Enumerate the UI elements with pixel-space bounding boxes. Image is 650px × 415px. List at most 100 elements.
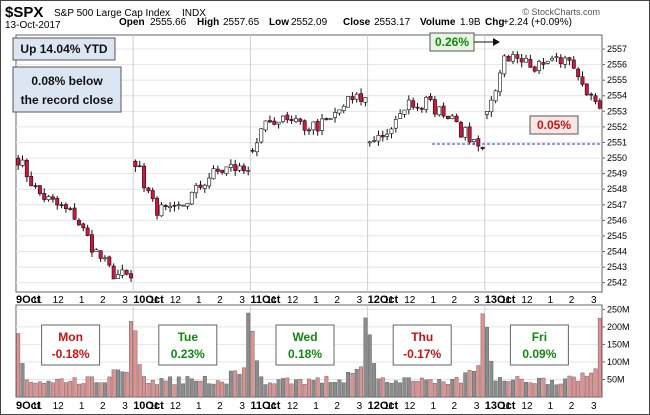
volume-bar-down xyxy=(576,380,581,398)
volume-bar-up xyxy=(176,376,181,398)
candle-up xyxy=(545,60,550,64)
candle-down xyxy=(98,250,103,259)
day-pct: -0.18% xyxy=(52,347,90,361)
time-tick-label: 2 xyxy=(452,401,458,412)
price-tick-label: 2549 xyxy=(607,169,627,179)
volume-bar-down xyxy=(68,381,73,398)
volume-bar-down xyxy=(16,333,21,398)
candle-down xyxy=(567,57,572,61)
candle-up xyxy=(346,96,351,108)
volume-bar-down xyxy=(359,366,364,398)
volume-bar-down xyxy=(584,375,589,398)
candle-down xyxy=(432,99,437,115)
volume-bar-up xyxy=(185,376,190,398)
candle-down xyxy=(441,105,446,117)
volume-bar-down xyxy=(155,384,160,398)
volume-bar-down xyxy=(150,380,155,398)
candle-up xyxy=(281,115,285,122)
volume-bar-up xyxy=(537,377,541,398)
candle-down xyxy=(428,95,433,100)
peak-pct-text: 0.26% xyxy=(435,35,469,49)
candle-up xyxy=(116,274,120,279)
volume-bar-down xyxy=(63,382,68,398)
candle-up xyxy=(502,55,507,75)
candle-down xyxy=(324,118,329,121)
time-tick-label: 12 xyxy=(170,401,182,412)
volume-bar-up xyxy=(463,372,468,398)
volume-bar-down xyxy=(415,381,420,398)
volume-bar-up xyxy=(189,378,194,398)
volume-bar-down xyxy=(506,381,511,398)
time-tick-label: 1 xyxy=(313,401,319,412)
volume-bar-down xyxy=(419,377,424,398)
time-tick-label: 2 xyxy=(217,295,223,306)
candle-up xyxy=(550,58,555,61)
candle-down xyxy=(558,57,563,65)
candle-up xyxy=(463,127,468,138)
time-tick-label: 2 xyxy=(569,401,575,412)
day-label-mon: Mon -0.18% xyxy=(41,324,101,366)
candle-down xyxy=(129,273,133,279)
time-tick-label: 1 xyxy=(313,295,319,306)
candle-up xyxy=(120,269,125,276)
price-tick-label: 2554 xyxy=(607,91,627,101)
volume-bar-up xyxy=(194,380,199,398)
volume-bar-down xyxy=(85,376,90,398)
candle-down xyxy=(302,120,307,131)
volume-bar-up xyxy=(437,378,442,398)
candle-down xyxy=(519,58,524,63)
candle-up xyxy=(194,185,199,194)
candle-up xyxy=(354,93,359,100)
candle-down xyxy=(285,114,290,121)
volume-tick-label: 50M xyxy=(607,374,625,384)
candle-up xyxy=(94,249,99,252)
volume-bar-up xyxy=(545,384,550,398)
candle-down xyxy=(589,93,594,96)
candle-down xyxy=(172,204,177,207)
candle-up xyxy=(46,196,51,201)
time-tick-label: 1 xyxy=(79,401,85,412)
volume-bar-down xyxy=(72,377,77,398)
candle-down xyxy=(68,208,73,210)
candle-down xyxy=(250,149,255,152)
time-tick-label: 3 xyxy=(239,401,245,412)
candle-up xyxy=(471,139,476,142)
candle-down xyxy=(133,160,138,167)
volume-tick-label: 150M xyxy=(607,339,630,349)
candle-up xyxy=(498,72,502,93)
volume-bar-up xyxy=(511,379,515,398)
day-name: Mon xyxy=(58,330,83,344)
candle-down xyxy=(198,184,203,188)
volume-bar-down xyxy=(571,376,576,398)
candle-down xyxy=(24,159,29,178)
volume-bar-down xyxy=(98,382,103,398)
volume-bar-up xyxy=(237,373,242,398)
volume-bar-up xyxy=(424,379,429,398)
candle-down xyxy=(241,165,246,172)
candle-down xyxy=(445,115,450,119)
candle-down xyxy=(506,56,511,62)
time-tick-label: 2 xyxy=(100,295,106,306)
candle-down xyxy=(576,68,581,77)
exchange-label: INDX xyxy=(182,8,206,19)
candle-up xyxy=(185,202,190,207)
record-text-line1: 0.08% below xyxy=(31,74,103,88)
candle-down xyxy=(532,66,537,72)
price-tick-label: 2555 xyxy=(607,75,627,85)
volume-bar-down xyxy=(133,330,138,398)
candle-down xyxy=(350,96,355,100)
time-tick-label: 10Oct xyxy=(133,294,164,306)
time-tick-label: 13Oct xyxy=(485,400,516,412)
time-tick-label: 2 xyxy=(569,295,575,306)
volume-bar-up xyxy=(246,312,251,398)
volume-bar-up xyxy=(337,379,342,398)
candle-up xyxy=(406,99,411,111)
day-label-wed: Wed 0.18% xyxy=(275,324,335,366)
close-value: 2553.17 xyxy=(374,17,411,28)
volume-bar-down xyxy=(233,370,238,398)
volume-bar-up xyxy=(346,372,351,398)
candle-down xyxy=(528,59,533,68)
day-label-box xyxy=(509,324,569,366)
volume-bar-down xyxy=(467,369,472,398)
candle-up xyxy=(389,128,394,134)
